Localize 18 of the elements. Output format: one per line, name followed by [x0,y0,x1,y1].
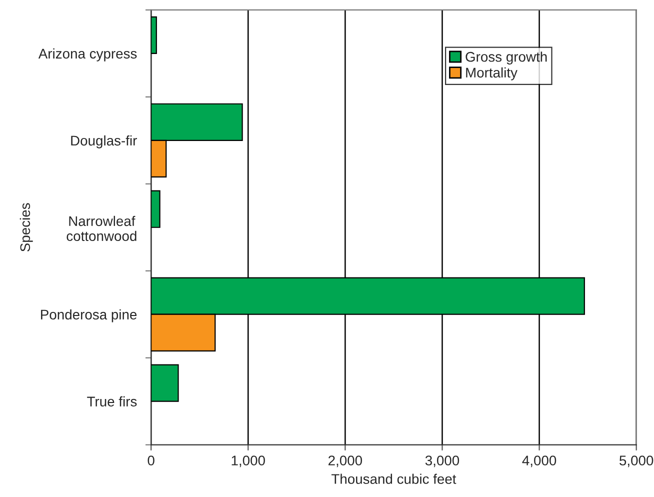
y-tick-label: Arizona cypress [38,48,137,62]
y-axis-title: Species [20,203,33,252]
x-tick-label: 0 [148,456,154,466]
bar [151,364,179,402]
y-tick-label: Ponderosa pine [41,309,137,322]
y-tick-label: Douglas-fir [71,135,137,148]
bar [151,16,157,54]
y-tick-label: True firs [87,396,137,406]
x-tick-label: 3,000 [425,456,460,468]
x-tick-label: 4,000 [522,456,556,468]
legend-label: Gross growth [466,52,547,65]
bar [151,190,160,228]
y-tick-label: Narrowleaf cottonwood [66,216,136,242]
x-tick-label: 1,000 [232,456,265,468]
x-axis-title: Thousand cubic feet [331,474,456,484]
x-tick-label: 5,000 [620,456,654,468]
legend-label: Mortality [466,67,518,80]
x-tick-label: 2,000 [328,456,362,468]
